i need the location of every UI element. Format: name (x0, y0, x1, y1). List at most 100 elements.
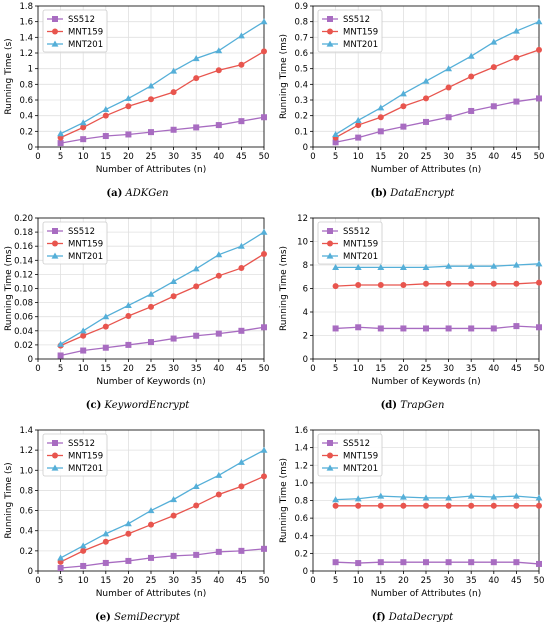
circle-marker (238, 483, 245, 490)
x-tick-label: 35 (191, 576, 202, 586)
circle-marker (238, 61, 245, 68)
square-marker (52, 228, 58, 234)
circle-marker (102, 323, 109, 330)
square-marker (238, 547, 245, 554)
triangle-marker (215, 471, 223, 478)
square-marker (513, 98, 520, 105)
chart-panel-trapgen: 0 5 10 15 20 25 30 35 40 45 50 0 2 4 6 8 10 12 Number of K… (275, 212, 550, 417)
square-marker (125, 557, 132, 564)
triangle-marker (260, 18, 268, 25)
square-marker (423, 118, 429, 125)
triangle-marker (147, 507, 155, 514)
square-marker (215, 548, 222, 555)
triangle-marker (354, 263, 362, 270)
square-marker (57, 140, 64, 147)
x-tick-label: 0 (35, 152, 40, 162)
triangle-marker (445, 262, 453, 269)
x-tick-label: 45 (511, 364, 522, 374)
y-tick-label: 1.2 (19, 49, 33, 59)
circle-marker (215, 272, 222, 279)
circle-marker (327, 240, 333, 247)
triangle-marker (51, 252, 59, 259)
legend-label: MNT159 (68, 28, 103, 38)
square-marker (490, 325, 497, 332)
circle-marker (377, 502, 384, 509)
y-tick-label: 6 (303, 285, 308, 295)
x-tick-label: 10 (353, 364, 364, 374)
square-marker (261, 324, 267, 331)
y-tick-label: 0.7 (294, 33, 308, 43)
circle-marker (536, 279, 542, 286)
triangle-marker (467, 492, 475, 499)
legend: SS512 MNT159 MNT201 (42, 221, 108, 265)
x-tick-label: 35 (191, 152, 202, 162)
y-tick-label: 2 (303, 332, 308, 342)
triangle-marker (512, 27, 520, 34)
circle-marker (423, 502, 429, 509)
y-tick-label: 0.06 (14, 313, 33, 323)
legend-label: MNT159 (68, 240, 103, 250)
y-tick-label: 0 (303, 567, 308, 577)
y-tick-label: 0 (28, 355, 33, 365)
triangle-marker (215, 251, 223, 258)
legend-box (317, 9, 383, 53)
x-tick-label: 40 (213, 576, 224, 586)
circle-marker (170, 512, 177, 519)
triangle-marker (102, 105, 110, 112)
square-marker (52, 440, 58, 446)
y-tick-label: 0 (28, 143, 33, 153)
legend: SS512 MNT159 MNT201 (317, 433, 383, 477)
y-tick-label: 1.0 (294, 479, 308, 489)
circle-marker (400, 103, 407, 110)
x-tick-label: 0 (310, 576, 315, 586)
square-marker (261, 114, 267, 121)
x-axis-label: Number of Attributes (n) (96, 589, 207, 599)
circle-marker (52, 28, 58, 35)
circle-marker (170, 293, 177, 300)
square-marker (445, 559, 452, 566)
x-tick-label: 15 (100, 364, 111, 374)
y-tick-label: 10 (297, 238, 308, 248)
y-tick-label: 0.4 (294, 80, 308, 90)
series-line-ss512 (335, 97, 540, 143)
y-tick-label: 0.02 (14, 341, 33, 351)
x-tick-label: 10 (78, 152, 89, 162)
x-tick-label: 5 (58, 364, 63, 374)
square-marker (80, 347, 87, 354)
square-marker (468, 325, 475, 332)
series-line-mnt201 (60, 449, 265, 559)
square-marker (193, 124, 200, 131)
y-axis-label: Running Time (ms) (279, 246, 289, 331)
square-marker (52, 16, 58, 22)
circle-marker (102, 112, 109, 119)
caption-letter: (c) (85, 400, 102, 411)
circle-marker (148, 521, 154, 528)
circle-marker (377, 281, 384, 288)
triangle-marker (51, 40, 59, 47)
legend-label: SS512 (68, 15, 95, 25)
square-marker (377, 325, 384, 332)
y-tick-label: 0.4 (294, 532, 308, 542)
legend-label: MNT201 (68, 40, 103, 50)
circle-marker (80, 547, 87, 554)
circle-marker (400, 281, 407, 288)
square-marker (327, 440, 333, 446)
x-tick-label: 25 (146, 152, 157, 162)
x-tick-label: 20 (398, 364, 409, 374)
square-marker (238, 118, 245, 125)
circle-marker (332, 502, 339, 509)
legend-label: MNT201 (343, 464, 378, 474)
y-tick-label: 0.1 (294, 127, 308, 137)
y-tick-label: 0.6 (294, 49, 308, 59)
series-line-mnt159 (335, 281, 540, 287)
x-tick-label: 30 (168, 152, 179, 162)
y-tick-label: 0.8 (294, 18, 308, 28)
y-tick-label: 1.4 (294, 444, 308, 454)
square-marker (80, 562, 87, 569)
square-marker (148, 554, 154, 561)
triangle-marker (399, 90, 407, 97)
y-axis-label: Running Time (ms) (279, 34, 289, 119)
x-tick-label: 50 (534, 576, 545, 586)
triangle-marker (326, 40, 334, 47)
square-marker (400, 325, 407, 332)
